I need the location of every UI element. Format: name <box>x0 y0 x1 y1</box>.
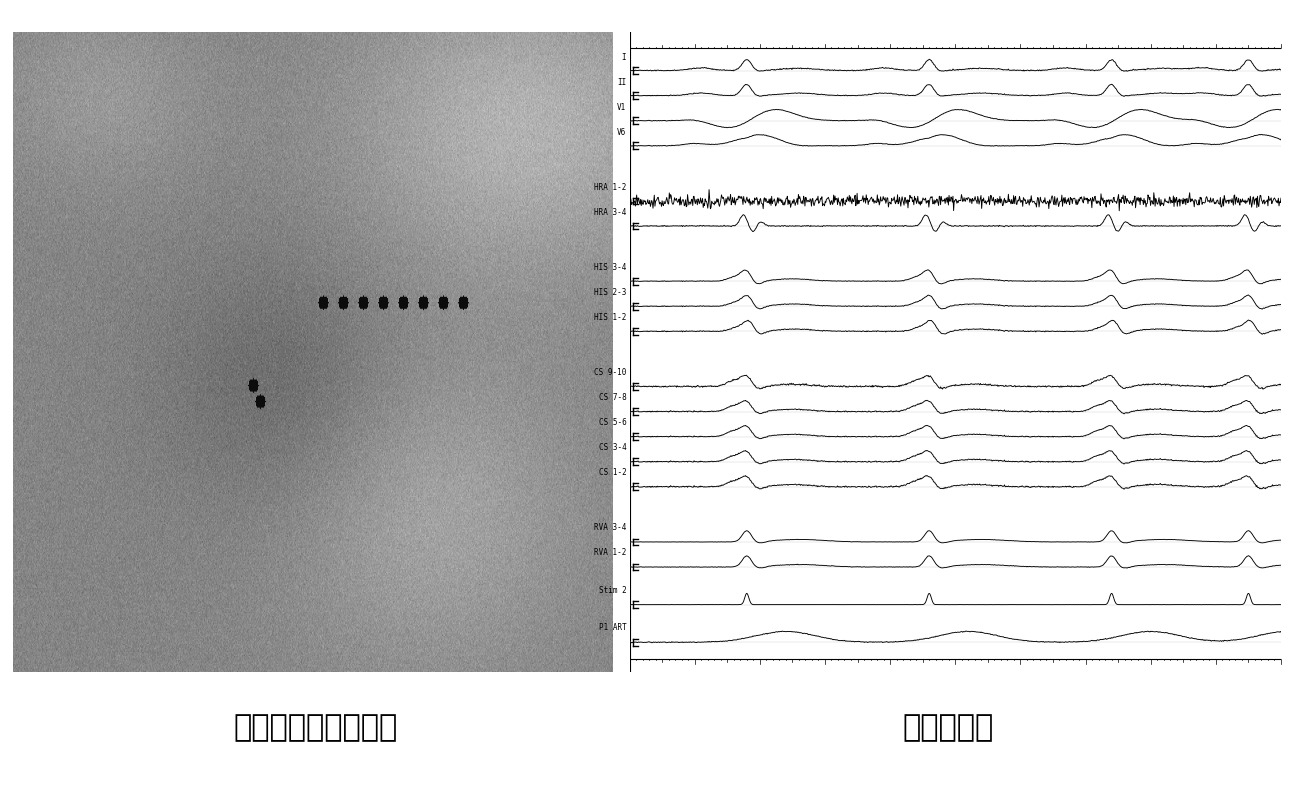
Text: 心内心電図: 心内心電図 <box>903 714 993 742</box>
Text: HIS 1-2: HIS 1-2 <box>593 313 626 322</box>
Text: HIS 3-4: HIS 3-4 <box>593 263 626 272</box>
Text: カテーテル透視画像: カテーテル透視画像 <box>233 714 399 742</box>
Text: P1 ART: P1 ART <box>599 623 626 632</box>
Text: HIS 2-3: HIS 2-3 <box>593 288 626 297</box>
Text: CS 7-8: CS 7-8 <box>599 394 626 402</box>
Text: CS 1-2: CS 1-2 <box>599 468 626 478</box>
Text: I: I <box>622 53 626 62</box>
Text: CS 5-6: CS 5-6 <box>599 418 626 427</box>
Text: V6: V6 <box>617 128 626 137</box>
Text: CS 9-10: CS 9-10 <box>593 368 626 378</box>
Text: HRA 3-4: HRA 3-4 <box>593 208 626 217</box>
Text: Stim 2: Stim 2 <box>599 586 626 594</box>
Text: II: II <box>617 78 626 87</box>
Text: CS 3-4: CS 3-4 <box>599 443 626 452</box>
Text: RVA 3-4: RVA 3-4 <box>593 523 626 532</box>
Text: V1: V1 <box>617 103 626 112</box>
Text: RVA 1-2: RVA 1-2 <box>593 548 626 558</box>
Text: HRA 1-2: HRA 1-2 <box>593 183 626 192</box>
